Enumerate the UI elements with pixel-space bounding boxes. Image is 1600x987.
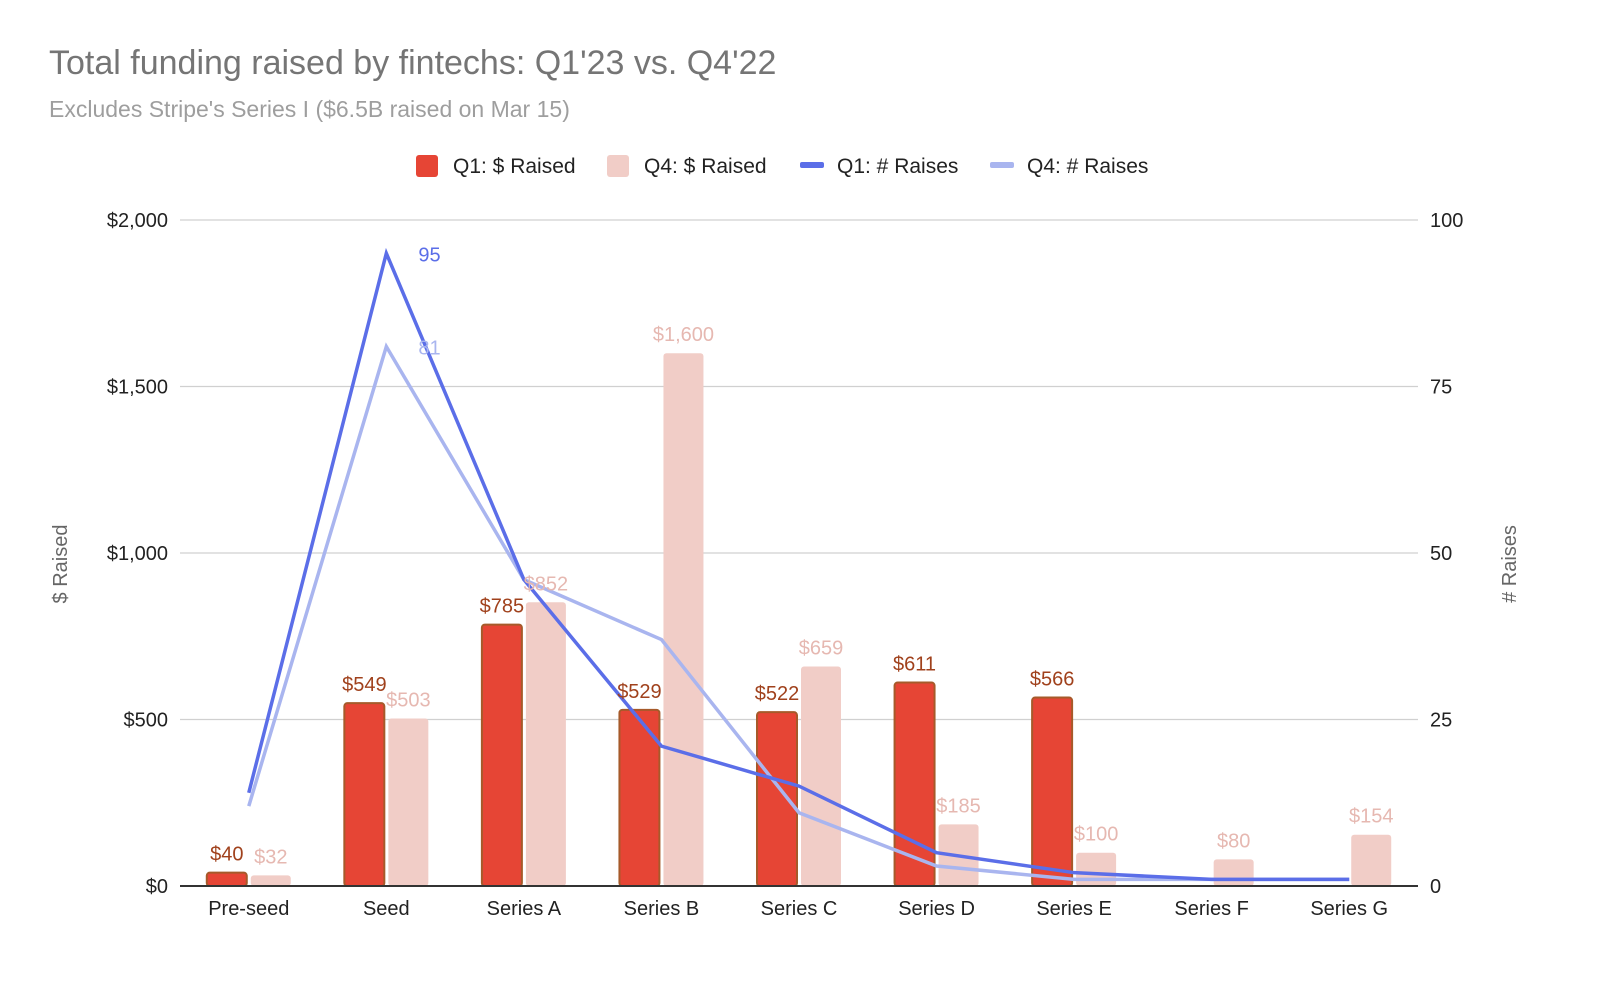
y-right-tick-label: 100	[1430, 210, 1463, 232]
bar-q1-value-label: $40	[210, 844, 243, 866]
bar-q1	[756, 711, 798, 888]
bar-q4-value-label: $1,600	[653, 324, 714, 346]
bar-q1-value-label: $549	[342, 674, 387, 696]
bar-q1-value-label: $611	[893, 654, 936, 676]
bar-q1	[343, 702, 386, 887]
x-tick-label: Series G	[1310, 898, 1388, 920]
y-right-tick-label: 50	[1430, 543, 1452, 565]
y-left-tick-label: $0	[146, 876, 168, 898]
bar-q4-value-label: $852	[524, 573, 569, 595]
line-q4-raises	[247, 342, 1350, 882]
data-labels: $40 $549 $785 $529 $522 $611 $566 $32 $503 $852 $1…	[210, 244, 1393, 868]
bar-q1-value-label: $566	[1030, 669, 1075, 691]
bar-q1-value-label: $785	[480, 596, 525, 618]
y-left-tick-label: $1,500	[107, 377, 168, 399]
x-tick-label: Series A	[487, 898, 562, 920]
bars	[205, 353, 1392, 888]
bar-q4	[1351, 834, 1392, 886]
gridlines	[180, 219, 1418, 721]
x-tick-label: Series E	[1036, 898, 1112, 920]
legend-swatch	[607, 155, 629, 177]
chart-title: Total funding raised by fintechs: Q1'23 …	[49, 44, 777, 82]
y-left-tick-label: $2,000	[107, 210, 168, 232]
bar-q4-value-label: $503	[386, 690, 431, 712]
bar-q1-value-label: $522	[755, 683, 800, 705]
x-tick-label: Series D	[898, 898, 975, 920]
bar-q4-value-label: $32	[254, 846, 287, 868]
y-left-tick-label: $1,000	[107, 543, 168, 565]
bar-q4-value-label: $154	[1349, 806, 1394, 828]
y-right-tick-label: 25	[1430, 710, 1452, 732]
bar-q1	[893, 681, 936, 887]
legend-label: Q1: $ Raised	[453, 155, 576, 178]
x-tick-label: Seed	[363, 898, 410, 920]
legend-label: Q4: # Raises	[1027, 155, 1148, 178]
legend-swatch	[416, 155, 438, 177]
x-tick-label: Pre-seed	[208, 898, 289, 920]
bar-q1-value-label: $529	[617, 681, 662, 703]
x-tick-label: Series F	[1174, 898, 1248, 920]
chart-subtitle: Excludes Stripe's Series I ($6.5B raised…	[49, 96, 570, 122]
bar-q4	[525, 602, 566, 886]
x-tick-label: Series C	[761, 898, 838, 920]
x-tick-label: Series B	[624, 898, 700, 920]
bar-q4-value-label: $185	[936, 795, 981, 817]
bar-q4	[1213, 859, 1254, 886]
line-q1-raises	[247, 247, 1350, 882]
legend: Q1: $ Raised Q4: $ Raised Q1: # Raises Q4: …	[416, 155, 1148, 178]
y-axis-left-title: $ Raised	[50, 525, 72, 604]
axis-ticks: $0 $500 $1,000 $1,500 $2,000 0 25 50 75 100 Pre-se…	[107, 210, 1464, 920]
y-left-tick-label: $500	[124, 710, 169, 732]
legend-swatch	[800, 162, 824, 168]
y-right-tick-label: 75	[1430, 377, 1452, 399]
bar-q4	[663, 353, 704, 886]
bar-q4	[801, 666, 841, 886]
bar-q1	[1031, 696, 1074, 887]
bar-q1	[205, 871, 248, 887]
legend-label: Q1: # Raises	[837, 155, 958, 178]
lines	[247, 247, 1350, 882]
bar-q4	[250, 875, 291, 886]
y-axis-right-title: # Raises	[1499, 525, 1521, 603]
legend-label: Q4: $ Raised	[644, 155, 767, 178]
bar-q4-value-label: $659	[799, 638, 844, 660]
line-value-label: 81	[418, 338, 440, 360]
bar-q4-value-label: $100	[1074, 824, 1119, 846]
y-right-tick-label: 0	[1430, 876, 1441, 898]
bar-q1	[480, 623, 523, 887]
line-value-label: 95	[418, 244, 440, 266]
bar-q4-value-label: $80	[1217, 830, 1250, 852]
bar-q4	[388, 718, 429, 886]
legend-swatch	[990, 162, 1014, 168]
